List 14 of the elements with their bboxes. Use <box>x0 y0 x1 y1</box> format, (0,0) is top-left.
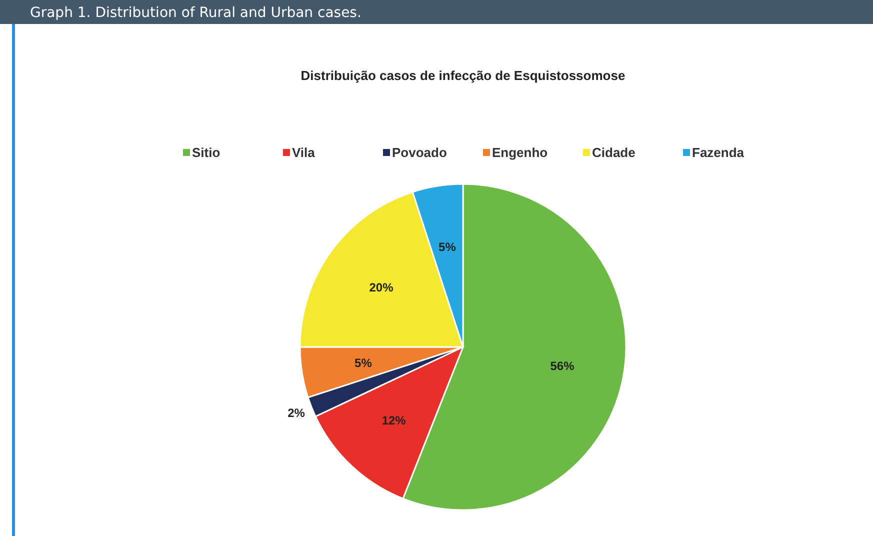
legend-label: Fazenda <box>692 145 745 160</box>
legend-label: Sitio <box>192 145 220 160</box>
data-label: 5% <box>354 356 372 370</box>
data-label: 20% <box>369 280 394 295</box>
legend-label: Povoado <box>392 145 447 160</box>
data-label: 56% <box>550 358 575 373</box>
chart-title: Distribuição casos de infecção de Esquistossomose <box>300 68 626 83</box>
data-label: 2% <box>288 406 306 420</box>
legend-label: Engenho <box>492 145 548 160</box>
legend-label: Cidade <box>592 145 636 160</box>
data-label: 5% <box>438 240 456 254</box>
data-label: 12% <box>382 414 406 428</box>
caption: Graph 1. Distribution of Rural and Urban cases. <box>30 5 362 21</box>
legend-label: Vila <box>292 145 316 160</box>
